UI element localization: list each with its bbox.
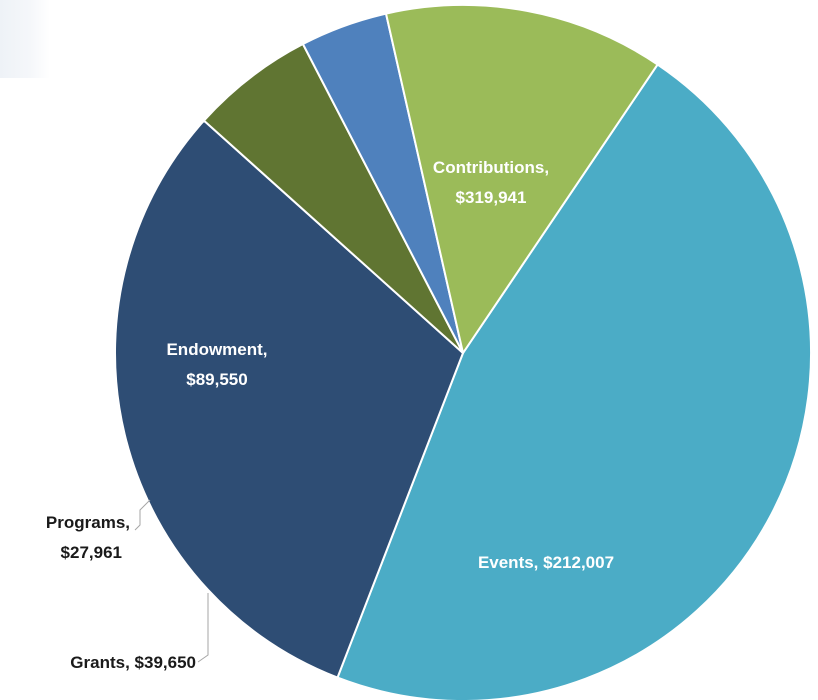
label-contributions-line1: Contributions, — [433, 158, 549, 177]
label-endowment-line2: $89,550 — [186, 370, 247, 389]
leader-lines — [134, 499, 209, 663]
label-endowment-line1: Endowment, — [166, 340, 267, 359]
label-programs-line1: Programs, — [46, 513, 130, 532]
label-grants: Grants, $39,650 — [70, 653, 196, 672]
leader-line-grants — [197, 593, 209, 663]
pie-slice-endowment — [384, 4, 659, 356]
pie-slice-contributions — [336, 63, 813, 700]
leader-line-programs — [134, 499, 151, 531]
pie-slices — [114, 4, 813, 700]
pie-slice-grants — [202, 42, 464, 354]
pie-slice-events — [114, 119, 465, 679]
label-contributions-line2: $319,941 — [456, 188, 527, 207]
label-events: Events, $212,007 — [478, 553, 614, 572]
label-programs-line2: $27,961 — [61, 543, 122, 562]
corner-shading — [0, 0, 50, 78]
